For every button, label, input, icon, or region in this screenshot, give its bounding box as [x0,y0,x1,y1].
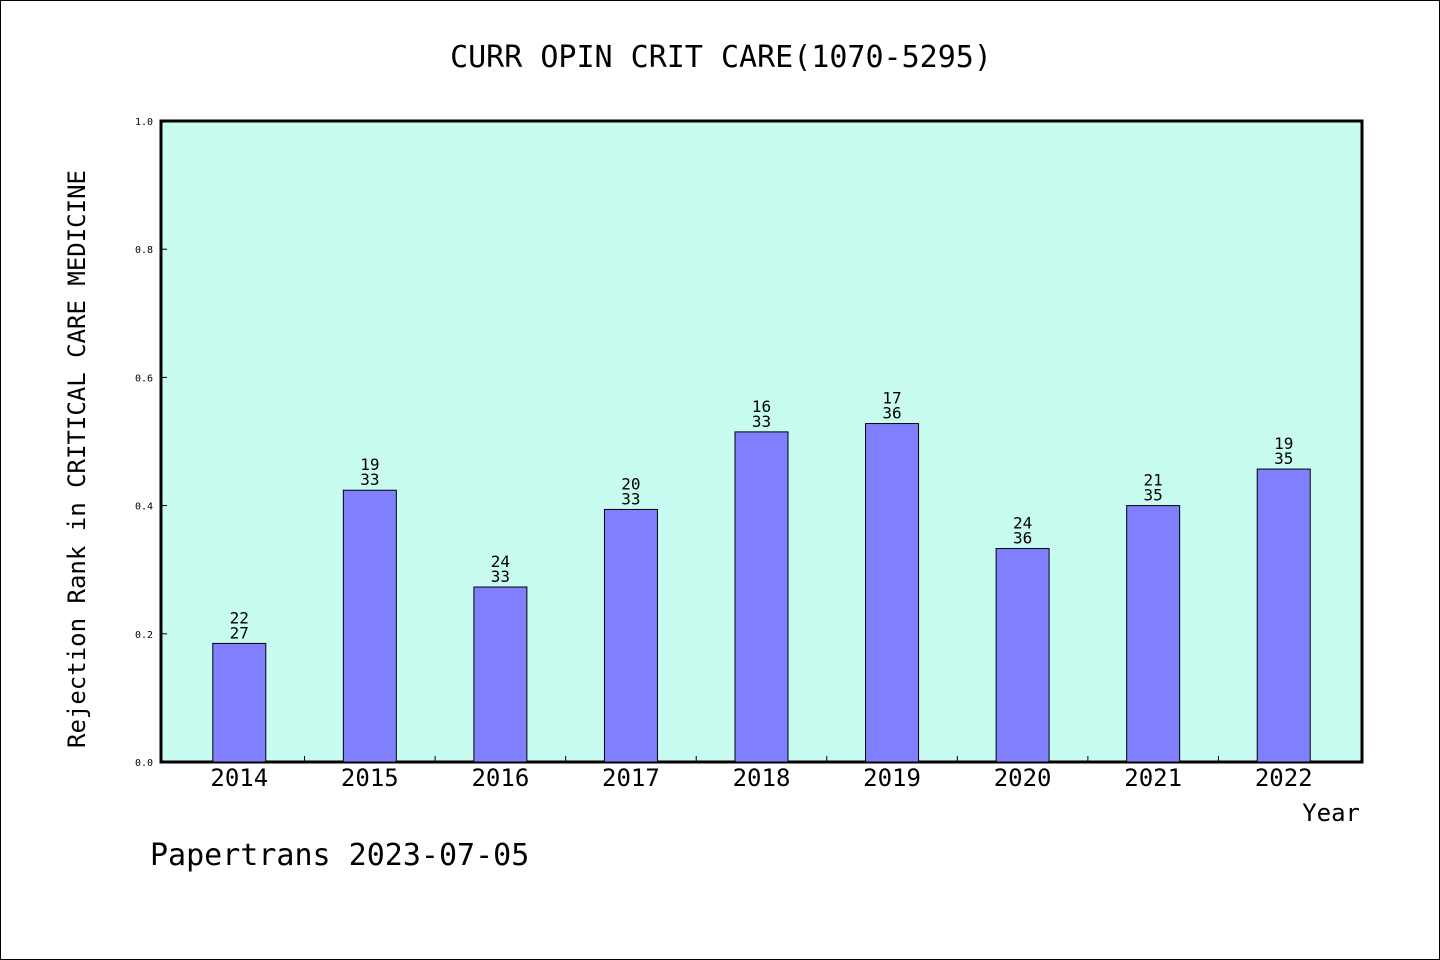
bar-total-label: 35 [1274,449,1293,468]
bar-2019 [865,423,920,763]
x-tick-label: 2018 [733,764,791,792]
bar-rank-label: 24 [1013,514,1032,533]
bar-rank-label: 19 [360,455,379,474]
y-tick-label: 1.0 [135,117,153,128]
bar-2016 [473,586,528,763]
bar-total-label: 33 [491,567,510,586]
bar-rank-label: 21 [1144,471,1163,490]
bar-rank-label: 16 [752,397,771,416]
x-tick-label: 2016 [471,764,529,792]
bar-rank-label: 22 [230,608,249,627]
bar-total-label: 36 [882,404,901,423]
x-tick-label: 2017 [602,764,660,792]
x-tick-label: 2021 [1124,764,1182,792]
bar-2014 [212,642,267,763]
bar-2018 [734,431,789,763]
y-tick-label: 0.0 [135,758,153,769]
bar-total-label: 27 [230,623,249,642]
bar-2020 [995,548,1050,763]
bar-total-label: 35 [1144,486,1163,505]
bar-rank-label: 24 [491,552,510,571]
x-tick-label: 2019 [863,764,921,792]
bar-2022 [1256,468,1311,763]
bar-2015 [342,489,397,763]
bar-rank-label: 20 [621,474,640,493]
x-tick-label: 2015 [341,764,399,792]
y-tick-label: 0.2 [135,630,153,641]
y-axis: 0.0 0.2 0.4 0.6 0.8 1.0 [135,117,167,769]
x-tick-label: 2014 [210,764,268,792]
y-axis-label: Rejection Rank in CRITICAL CARE MEDICINE [63,170,91,748]
footer-credit: Papertrans 2023-07-05 [150,838,529,873]
y-tick-label: 0.6 [135,373,153,384]
bar-2017 [603,508,658,763]
bar-total-label: 33 [360,470,379,489]
chart-title: CURR OPIN CRIT CARE(1070-5295) [450,40,992,75]
x-tick-label: 2022 [1255,764,1313,792]
bar-rank-label: 17 [882,389,901,408]
bar-2021 [1126,505,1181,763]
x-axis: 2014 2015 2016 2017 2018 2019 2020 2021 2022 [210,756,1313,792]
y-tick-label: 0.4 [135,502,153,513]
x-tick-label: 2020 [994,764,1052,792]
bar-total-label: 36 [1013,529,1032,548]
bars-group [212,423,1311,763]
y-tick-label: 0.8 [135,245,153,256]
x-axis-label: Year [1302,799,1360,827]
bar-rank-label: 19 [1274,434,1293,453]
bar-total-label: 33 [621,489,640,508]
bar-total-label: 33 [752,412,771,431]
